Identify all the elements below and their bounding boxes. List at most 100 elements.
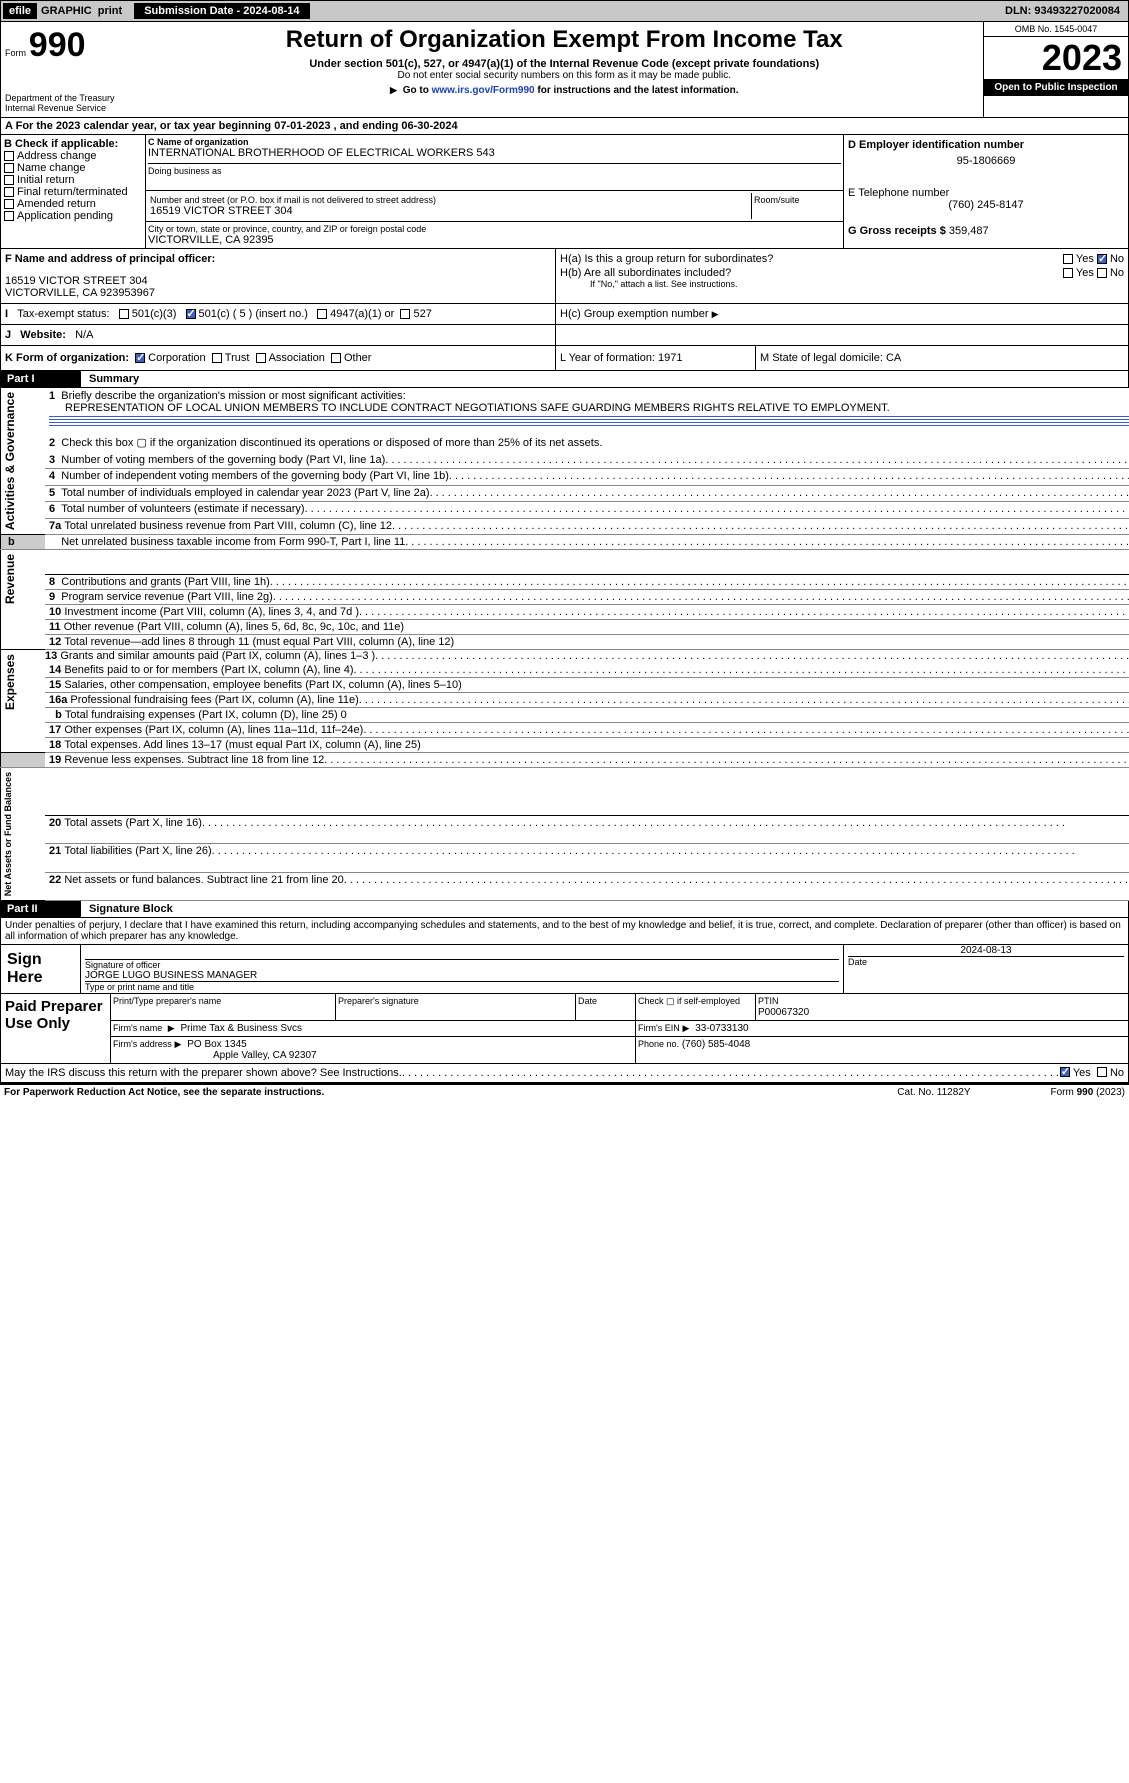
website-value: N/A xyxy=(75,329,93,341)
discuss-no: No xyxy=(1110,1067,1124,1079)
discuss-yes-checkbox[interactable] xyxy=(1060,1067,1070,1077)
s2-text: Check this box ▢ if the organization dis… xyxy=(61,437,602,449)
other-checkbox[interactable] xyxy=(331,353,341,363)
part1-title: Summary xyxy=(81,371,147,387)
r8-label: Contributions and grants (Part VIII, lin… xyxy=(61,576,270,588)
form-number: 990 xyxy=(29,26,86,64)
other-label: Other xyxy=(344,352,372,364)
top-bar: efile GRAPHIC print Submission Date - 20… xyxy=(0,0,1129,22)
city-label: City or town, state or province, country… xyxy=(148,224,841,234)
cat-no: Cat. No. 11282Y xyxy=(897,1087,970,1098)
prep-date-label: Date xyxy=(578,996,597,1006)
form-subtitle: Under section 501(c), 527, or 4947(a)(1)… xyxy=(150,58,980,70)
initial-return-label: Initial return xyxy=(17,174,74,186)
hb-yes-checkbox[interactable] xyxy=(1063,268,1073,278)
s7b-label: Net unrelated business taxable income fr… xyxy=(61,536,405,548)
s1-label: Briefly describe the organization's miss… xyxy=(61,390,405,402)
irs-link[interactable]: www.irs.gov/Form990 xyxy=(432,85,535,96)
c-name-label: C Name of organization xyxy=(148,137,841,147)
gross-receipts: 359,487 xyxy=(949,225,989,237)
side-activities: Activities & Governance xyxy=(1,388,19,534)
arrow-icon-4 xyxy=(683,1023,693,1034)
print-name-label: Print/Type preparer's name xyxy=(113,996,221,1006)
addr-change-checkbox[interactable] xyxy=(4,151,14,161)
e14-label: Benefits paid to or for members (Part IX… xyxy=(64,664,353,676)
city-value: VICTORVILLE, CA 92395 xyxy=(148,234,841,246)
s3-label: Number of voting members of the governin… xyxy=(61,454,385,466)
527-label: 527 xyxy=(413,308,431,320)
e16a-label: Professional fundraising fees (Part IX, … xyxy=(70,694,358,706)
ha-no-checkbox[interactable] xyxy=(1097,254,1107,264)
527-checkbox[interactable] xyxy=(400,309,410,319)
e-phone-label: E Telephone number xyxy=(848,187,1124,199)
s6-label: Total number of volunteers (estimate if … xyxy=(61,503,304,515)
hc-label: H(c) Group exemption number xyxy=(560,308,709,320)
f-officer-label: F Name and address of principal officer: xyxy=(5,253,551,265)
part2-title: Signature Block xyxy=(81,901,181,917)
hb-note: If "No," attach a list. See instructions… xyxy=(590,279,1124,289)
initial-return-checkbox[interactable] xyxy=(4,175,14,185)
print-link[interactable]: print xyxy=(98,5,122,17)
trust-label: Trust xyxy=(225,352,250,364)
4947-checkbox[interactable] xyxy=(317,309,327,319)
amended-label: Amended return xyxy=(17,198,96,210)
app-pending-checkbox[interactable] xyxy=(4,211,14,221)
type-name-label: Type or print name and title xyxy=(85,981,839,992)
efile-label: efile xyxy=(3,3,37,19)
amended-checkbox[interactable] xyxy=(4,199,14,209)
final-return-checkbox[interactable] xyxy=(4,187,14,197)
r9-label: Program service revenue (Part VIII, line… xyxy=(61,591,273,603)
d-ein-label: D Employer identification number xyxy=(848,139,1124,151)
final-return-label: Final return/terminated xyxy=(17,186,128,198)
l-year: L Year of formation: 1971 xyxy=(556,346,756,371)
form-no-footer: 990 xyxy=(1077,1087,1094,1098)
pra-notice: For Paperwork Reduction Act Notice, see … xyxy=(4,1087,324,1098)
side-netassets: Net Assets or Fund Balances xyxy=(1,768,15,900)
firm-ein: 33-0733130 xyxy=(695,1023,748,1034)
line-a: For the 2023 calendar year, or tax year … xyxy=(16,120,458,132)
i-label: Tax-exempt status: xyxy=(17,308,109,320)
hb-label: H(b) Are all subordinates included? xyxy=(560,267,731,279)
firm-addr2: Apple Valley, CA 92307 xyxy=(213,1050,317,1061)
s4-label: Number of independent voting members of … xyxy=(61,470,449,482)
r10-label: Investment income (Part VIII, column (A)… xyxy=(64,606,359,618)
n20-label: Total assets (Part X, line 16) xyxy=(64,817,202,829)
yes-label: Yes xyxy=(1076,253,1094,265)
arrow-icon-3 xyxy=(168,1023,178,1034)
assoc-checkbox[interactable] xyxy=(256,353,266,363)
submission-date: Submission Date - 2024-08-14 xyxy=(134,3,309,19)
ptin-value: P00067320 xyxy=(758,1007,809,1018)
side-expenses: Expenses xyxy=(1,650,19,714)
hb-no-checkbox[interactable] xyxy=(1097,268,1107,278)
501c-checkbox[interactable] xyxy=(186,309,196,319)
sig-officer-label: Signature of officer xyxy=(85,959,839,970)
part1-header: Part I xyxy=(1,371,81,387)
mission-text: REPRESENTATION OF LOCAL UNION MEMBERS TO… xyxy=(65,402,890,414)
omb-number: OMB No. 1545-0047 xyxy=(984,22,1128,37)
name-change-label: Name change xyxy=(17,162,86,174)
name-change-checkbox[interactable] xyxy=(4,163,14,173)
ha-yes-checkbox[interactable] xyxy=(1063,254,1073,264)
addr-change-label: Address change xyxy=(17,150,97,162)
tax-year: 2023 xyxy=(984,37,1128,79)
officer-addr: 16519 VICTOR STREET 304 VICTORVILLE, CA … xyxy=(5,275,551,299)
goto-suffix: for instructions and the latest informat… xyxy=(537,85,738,96)
e18-label: Total expenses. Add lines 13–17 (must eq… xyxy=(64,739,420,751)
yes-label-2: Yes xyxy=(1076,267,1094,279)
no-label: No xyxy=(1110,253,1124,265)
street-label: Number and street (or P.O. box if mail i… xyxy=(150,195,747,205)
arrow-icon xyxy=(390,85,400,96)
ssn-warning: Do not enter social security numbers on … xyxy=(150,70,980,81)
501c3-checkbox[interactable] xyxy=(119,309,129,319)
4947-label: 4947(a)(1) or xyxy=(330,308,394,320)
org-name: INTERNATIONAL BROTHERHOOD OF ELECTRICAL … xyxy=(148,147,841,159)
phone-value: (760) 245-8147 xyxy=(848,199,1124,211)
graphic-label: GRAPHIC xyxy=(41,5,92,17)
corp-checkbox[interactable] xyxy=(135,353,145,363)
discuss-yes: Yes xyxy=(1073,1067,1091,1079)
suite-label: Room/suite xyxy=(754,195,839,205)
trust-checkbox[interactable] xyxy=(212,353,222,363)
discuss-no-checkbox[interactable] xyxy=(1097,1067,1107,1077)
ha-label: H(a) Is this a group return for subordin… xyxy=(560,253,773,265)
ein-value: 95-1806669 xyxy=(848,155,1124,167)
